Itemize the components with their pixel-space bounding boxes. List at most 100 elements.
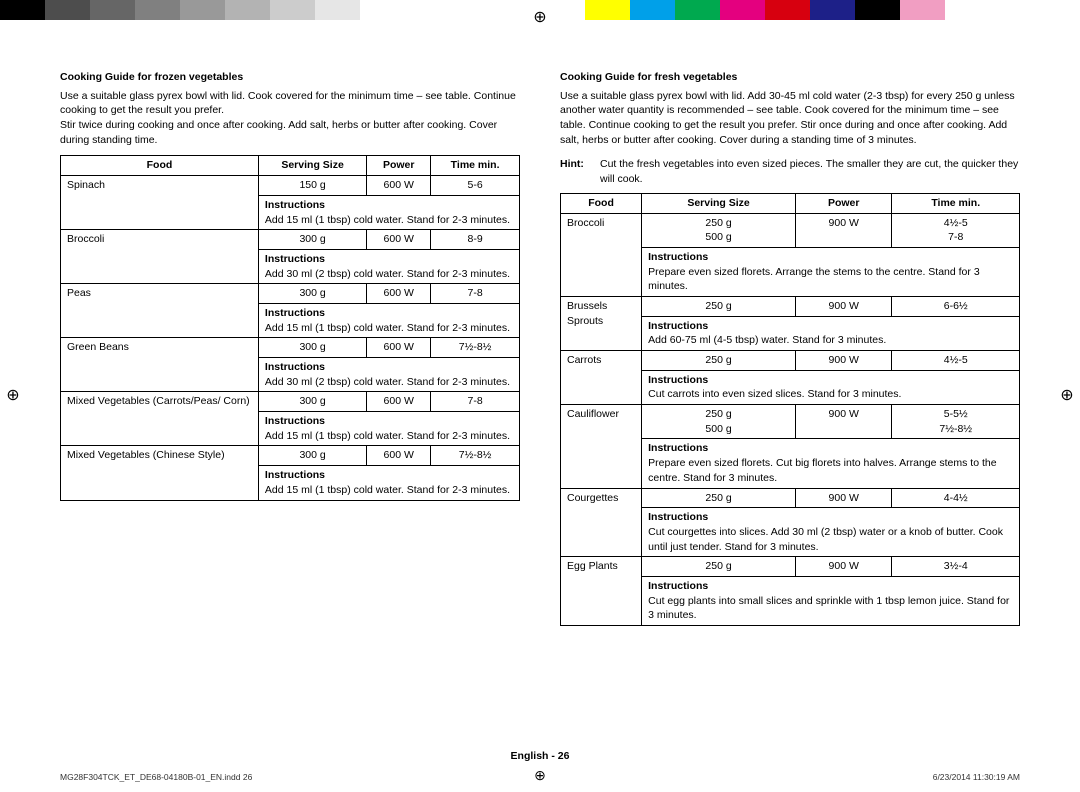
color-swatch bbox=[0, 0, 45, 20]
table-row: Broccoli 300 g 600 W 8-9 bbox=[61, 230, 520, 250]
cell-power: 600 W bbox=[367, 446, 431, 466]
cell-food: Mixed Vegetables (Chinese Style) bbox=[61, 446, 259, 500]
table-header-row: Food Serving Size Power Time min. bbox=[561, 193, 1020, 213]
table-row: Peas 300 g 600 W 7-8 bbox=[61, 284, 520, 304]
left-tbody: Spinach 150 g 600 W 5-6InstructionsAdd 1… bbox=[61, 176, 520, 500]
hint-row: Hint: Cut the fresh vegetables into even… bbox=[560, 155, 1020, 188]
cell-food: Cauliflower bbox=[561, 405, 642, 488]
color-swatch bbox=[855, 0, 900, 20]
col-time: Time min. bbox=[892, 193, 1020, 213]
cell-food: Broccoli bbox=[561, 213, 642, 296]
color-swatch bbox=[630, 0, 675, 20]
cell-size: 300 g bbox=[258, 446, 366, 466]
cell-power: 900 W bbox=[795, 351, 892, 371]
cell-instr: InstructionsAdd 15 ml (1 tbsp) cold wate… bbox=[258, 412, 519, 446]
color-swatch bbox=[675, 0, 720, 20]
color-swatch bbox=[765, 0, 810, 20]
registration-mark-icon: ⊕ bbox=[5, 388, 21, 404]
cell-size: 250 g bbox=[642, 488, 796, 508]
left-intro: Use a suitable glass pyrex bowl with lid… bbox=[60, 89, 520, 148]
cell-size: 250 g bbox=[642, 351, 796, 371]
table-row: Courgettes 250 g 900 W 4-4½ bbox=[561, 488, 1020, 508]
cell-time: 4½-5 bbox=[892, 351, 1020, 371]
col-size: Serving Size bbox=[642, 193, 796, 213]
hint-table: Hint: Cut the fresh vegetables into even… bbox=[560, 155, 1020, 188]
table-header-row: Food Serving Size Power Time min. bbox=[61, 156, 520, 176]
cell-size: 250 g 500 g bbox=[642, 405, 796, 439]
col-time: Time min. bbox=[431, 156, 520, 176]
timestamp: 6/23/2014 11:30:19 AM bbox=[933, 772, 1020, 782]
color-swatch bbox=[45, 0, 90, 20]
table-row: Spinach 150 g 600 W 5-6 bbox=[61, 176, 520, 196]
table-row: Mixed Vegetables (Carrots/Peas/ Corn) 30… bbox=[61, 392, 520, 412]
color-swatch bbox=[585, 0, 630, 20]
cell-power: 900 W bbox=[795, 296, 892, 316]
page-footer: English - 26 bbox=[0, 750, 1080, 762]
table-row: Cauliflower 250 g 500 g 900 W 5-5½ 7½-8½ bbox=[561, 405, 1020, 439]
color-swatch bbox=[135, 0, 180, 20]
table-row: Mixed Vegetables (Chinese Style) 300 g 6… bbox=[61, 446, 520, 466]
cell-instr: InstructionsAdd 60-75 ml (4-5 tbsp) wate… bbox=[642, 316, 1020, 350]
color-swatch bbox=[990, 0, 1035, 20]
color-swatch bbox=[180, 0, 225, 20]
cell-food: Brussels Sprouts bbox=[561, 296, 642, 350]
cell-size: 150 g bbox=[258, 176, 366, 196]
cell-food: Egg Plants bbox=[561, 557, 642, 626]
color-swatch bbox=[1035, 0, 1080, 20]
cell-size: 300 g bbox=[258, 284, 366, 304]
cell-food: Spinach bbox=[61, 176, 259, 230]
cell-instr: InstructionsAdd 30 ml (2 tbsp) cold wate… bbox=[258, 249, 519, 283]
right-tbody: Broccoli 250 g 500 g 900 W 4½-5 7-8Instr… bbox=[561, 213, 1020, 626]
cell-time: 7-8 bbox=[431, 392, 520, 412]
cell-time: 7-8 bbox=[431, 284, 520, 304]
color-swatch bbox=[900, 0, 945, 20]
color-swatch bbox=[720, 0, 765, 20]
right-column: Cooking Guide for fresh vegetables Use a… bbox=[560, 70, 1020, 626]
cell-time: 7½-8½ bbox=[431, 446, 520, 466]
cell-power: 900 W bbox=[795, 405, 892, 439]
doc-id: MG28F304TCK_ET_DE68-04180B-01_EN.indd 26 bbox=[60, 772, 252, 782]
cell-food: Mixed Vegetables (Carrots/Peas/ Corn) bbox=[61, 392, 259, 446]
cell-food: Courgettes bbox=[561, 488, 642, 557]
cell-power: 600 W bbox=[367, 176, 431, 196]
cell-power: 600 W bbox=[367, 284, 431, 304]
table-row: Carrots 250 g 900 W 4½-5 bbox=[561, 351, 1020, 371]
color-swatch bbox=[405, 0, 450, 20]
table-row: Green Beans 300 g 600 W 7½-8½ bbox=[61, 338, 520, 358]
cell-power: 600 W bbox=[367, 338, 431, 358]
color-swatch bbox=[270, 0, 315, 20]
cell-food: Green Beans bbox=[61, 338, 259, 392]
cell-instr: InstructionsAdd 15 ml (1 tbsp) cold wate… bbox=[258, 195, 519, 229]
cell-time: 3½-4 bbox=[892, 557, 1020, 577]
color-swatch bbox=[315, 0, 360, 20]
cell-time: 8-9 bbox=[431, 230, 520, 250]
cell-power: 600 W bbox=[367, 230, 431, 250]
table-row: Brussels Sprouts 250 g 900 W 6-6½ bbox=[561, 296, 1020, 316]
cell-size: 250 g bbox=[642, 296, 796, 316]
cell-size: 250 g bbox=[642, 557, 796, 577]
cell-size: 300 g bbox=[258, 392, 366, 412]
cell-food: Peas bbox=[61, 284, 259, 338]
cell-time: 6-6½ bbox=[892, 296, 1020, 316]
cell-power: 600 W bbox=[367, 392, 431, 412]
left-column: Cooking Guide for frozen vegetables Use … bbox=[60, 70, 520, 626]
cell-power: 900 W bbox=[795, 557, 892, 577]
cell-food: Carrots bbox=[561, 351, 642, 405]
col-power: Power bbox=[367, 156, 431, 176]
col-size: Serving Size bbox=[258, 156, 366, 176]
right-title: Cooking Guide for fresh vegetables bbox=[560, 70, 1020, 85]
cell-instr: InstructionsAdd 15 ml (1 tbsp) cold wate… bbox=[258, 466, 519, 500]
cell-instr: InstructionsCut egg plants into small sl… bbox=[642, 576, 1020, 625]
color-swatch bbox=[360, 0, 405, 20]
cell-instr: InstructionsAdd 15 ml (1 tbsp) cold wate… bbox=[258, 303, 519, 337]
frozen-veg-table: Food Serving Size Power Time min. Spinac… bbox=[60, 155, 520, 500]
col-power: Power bbox=[795, 193, 892, 213]
cell-power: 900 W bbox=[795, 488, 892, 508]
hint-text: Cut the fresh vegetables into even sized… bbox=[600, 155, 1020, 188]
cell-size: 250 g 500 g bbox=[642, 213, 796, 247]
cell-instr: InstructionsCut carrots into even sized … bbox=[642, 370, 1020, 404]
cell-time: 7½-8½ bbox=[431, 338, 520, 358]
table-row: Egg Plants 250 g 900 W 3½-4 bbox=[561, 557, 1020, 577]
cell-time: 5-6 bbox=[431, 176, 520, 196]
left-title: Cooking Guide for frozen vegetables bbox=[60, 70, 520, 85]
